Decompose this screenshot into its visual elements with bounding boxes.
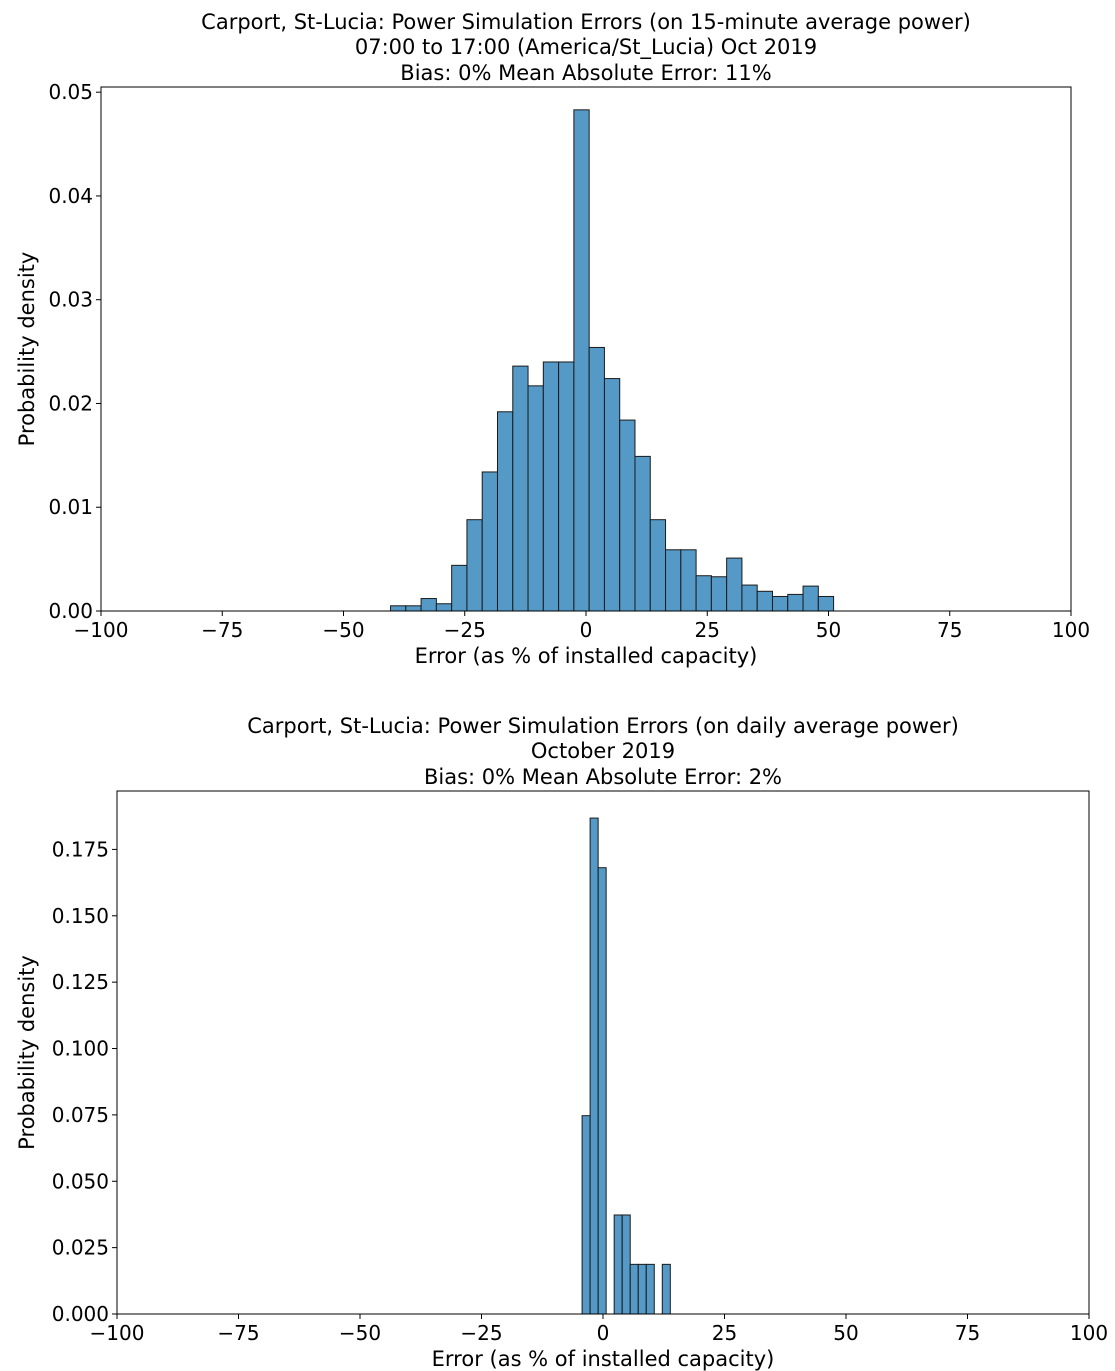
histogram-bar <box>527 385 544 612</box>
histogram-bar <box>637 1263 647 1315</box>
x-tick-label: −50 <box>339 1321 381 1345</box>
chart-daily-errors: Carport, St-Lucia: Power Simulation Erro… <box>15 714 1108 1371</box>
chart-title-line: Carport, St-Lucia: Power Simulation Erro… <box>201 10 971 34</box>
y-tick-label: 0.075 <box>52 1103 109 1127</box>
x-tick-label: −25 <box>444 618 486 642</box>
histogram-bar <box>802 585 819 612</box>
x-tick-label: 0 <box>580 618 593 642</box>
y-tick-label: 0.175 <box>52 837 109 861</box>
histogram-bar <box>645 1263 655 1315</box>
y-tick-label: 0.050 <box>52 1169 109 1193</box>
histogram-bar <box>466 519 483 612</box>
y-tick-label: 0.000 <box>52 1302 109 1326</box>
histogram-bar <box>390 605 407 612</box>
histogram-bar <box>695 575 712 612</box>
chart-title-line: 07:00 to 17:00 (America/St_Lucia) Oct 20… <box>355 35 817 60</box>
histogram-bar <box>817 595 835 612</box>
y-tick-label: 0.02 <box>48 391 93 415</box>
histogram-bar <box>405 605 422 612</box>
histogram-bar <box>558 361 575 612</box>
histogram-bar <box>451 564 468 612</box>
y-tick-label: 0.100 <box>52 1037 109 1061</box>
histogram-bar <box>603 378 621 612</box>
histogram-bar <box>634 455 651 612</box>
x-tick-label: 75 <box>955 1321 980 1345</box>
histogram-bar <box>512 365 529 612</box>
x-tick-label: −50 <box>322 618 364 642</box>
x-tick-label: 100 <box>1070 1321 1108 1345</box>
chart-15-minute-errors: Carport, St-Lucia: Power Simulation Erro… <box>15 10 1090 668</box>
chart-title-line: Bias: 0% Mean Absolute Error: 2% <box>424 765 782 789</box>
y-axis-label: Probability density <box>15 252 39 447</box>
y-tick-label: 0.150 <box>52 904 109 928</box>
histogram-bar <box>629 1263 639 1315</box>
chart-title-line: October 2019 <box>531 739 675 763</box>
x-tick-label: −100 <box>74 618 129 642</box>
histogram-bar <box>787 593 804 612</box>
histogram-bar <box>710 576 728 612</box>
histogram-bar <box>621 1214 631 1315</box>
y-tick-label: 0.025 <box>52 1236 109 1260</box>
y-tick-label: 0.05 <box>48 80 93 104</box>
histogram-bar <box>613 1214 623 1315</box>
histogram-bar <box>741 584 758 612</box>
x-tick-label: −75 <box>217 1321 259 1345</box>
chart-title-line: Bias: 0% Mean Absolute Error: 11% <box>400 61 771 85</box>
histogram-bar <box>496 411 514 612</box>
y-tick-label: 0.03 <box>48 288 93 312</box>
histogram-bar <box>588 346 605 612</box>
x-tick-label: 100 <box>1052 618 1090 642</box>
y-tick-label: 0.00 <box>48 599 93 623</box>
y-tick-label: 0.01 <box>48 495 93 519</box>
y-tick-label: 0.125 <box>52 970 109 994</box>
x-tick-label: 75 <box>937 618 962 642</box>
histogram-bar <box>756 590 773 612</box>
histogram-bar <box>581 1115 591 1315</box>
histogram-bar <box>771 595 789 612</box>
x-tick-label: 50 <box>816 618 841 642</box>
histogram-bar <box>573 109 590 612</box>
x-tick-label: 25 <box>695 618 720 642</box>
histogram-bar <box>649 519 667 612</box>
histogram-bar <box>589 817 599 1315</box>
histogram-bar <box>726 557 743 612</box>
histogram-bar <box>420 598 437 612</box>
histogram-bar <box>661 1263 671 1315</box>
x-tick-label: −100 <box>90 1321 145 1345</box>
histogram-bar <box>481 471 498 612</box>
x-tick-label: 25 <box>712 1321 737 1345</box>
histogram-bar <box>665 549 682 612</box>
x-tick-label: 0 <box>597 1321 610 1345</box>
y-tick-label: 0.04 <box>48 184 93 208</box>
y-axis-label: Probability density <box>15 955 39 1150</box>
x-tick-label: −25 <box>460 1321 502 1345</box>
x-axis-label: Error (as % of installed capacity) <box>432 1347 775 1371</box>
x-axis-label: Error (as % of installed capacity) <box>415 644 758 668</box>
histogram-bar <box>619 419 636 612</box>
x-tick-label: 50 <box>833 1321 858 1345</box>
histogram-bar <box>680 549 697 612</box>
x-tick-label: −75 <box>201 618 243 642</box>
histogram-bar <box>597 867 607 1315</box>
histogram-bar <box>435 603 453 612</box>
histogram-bar <box>542 361 560 612</box>
chart-title-line: Carport, St-Lucia: Power Simulation Erro… <box>247 714 959 738</box>
